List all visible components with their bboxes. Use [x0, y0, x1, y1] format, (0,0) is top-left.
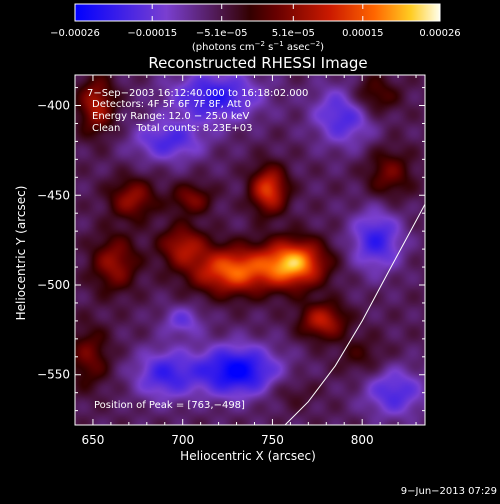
detectors-annotation: Detectors: 4F 5F 6F 7F 8F, Att 0 [92, 99, 251, 110]
x-axis-label: Heliocentric X (arcsec) [180, 449, 316, 463]
colorbar-frame [74, 3, 441, 22]
colorbar-unit-label: (photons cm−2 s−1 asec−2) [192, 40, 324, 53]
colorbar-tick-label: −0.00015 [127, 28, 177, 39]
colorbar-tick-label: −0.00026 [50, 28, 100, 39]
chart-title: Reconstructed RHESSI Image [148, 54, 367, 72]
plot-frame [74, 74, 426, 426]
y-axis-label: Heliocentric Y (arcsec) [14, 186, 28, 321]
colorbar-tick-label: 0.00015 [342, 28, 383, 39]
colorbar-tick-label: −5.1e−05 [196, 28, 248, 39]
x-axis-ticks: 650 700 750 800 [74, 75, 417, 447]
clean-annotation: Clean Total counts: 8.23E+03 [92, 123, 252, 134]
x-tick-label: 800 [351, 433, 374, 447]
heatmap-canvas [75, 75, 425, 425]
heatmap-container [75, 75, 425, 425]
solar-limb-curve [284, 203, 425, 425]
y-tick-label: −400 [37, 99, 70, 113]
y-tick-label: −450 [37, 188, 70, 202]
date-stamp: 9−Jun−2013 07:29 [401, 486, 497, 497]
peak-position-annotation: Position of Peak = [763,−498] [94, 400, 245, 411]
colorbar [75, 4, 440, 21]
energy-range-annotation: Energy Range: 12.0 − 25.0 keV [92, 111, 249, 122]
y-axis-ticks: −400 −450 −500 −550 [37, 87, 425, 412]
x-tick-label: 650 [81, 433, 104, 447]
colorbar-tick-label: 0.00026 [419, 28, 460, 39]
x-tick-label: 750 [261, 433, 284, 447]
colorbar-ticks: −0.00026 −0.00015 −5.1e−05 5.1e−05 0.00015 0.… [50, 4, 461, 39]
y-tick-label: −500 [37, 278, 70, 292]
time-range-annotation: 7−Sep−2003 16:12:40.000 to 16:18:02.000 [87, 88, 308, 99]
colorbar-tick-label: 5.1e−05 [272, 28, 315, 39]
x-tick-label: 700 [171, 433, 194, 447]
y-tick-label: −550 [37, 368, 70, 382]
